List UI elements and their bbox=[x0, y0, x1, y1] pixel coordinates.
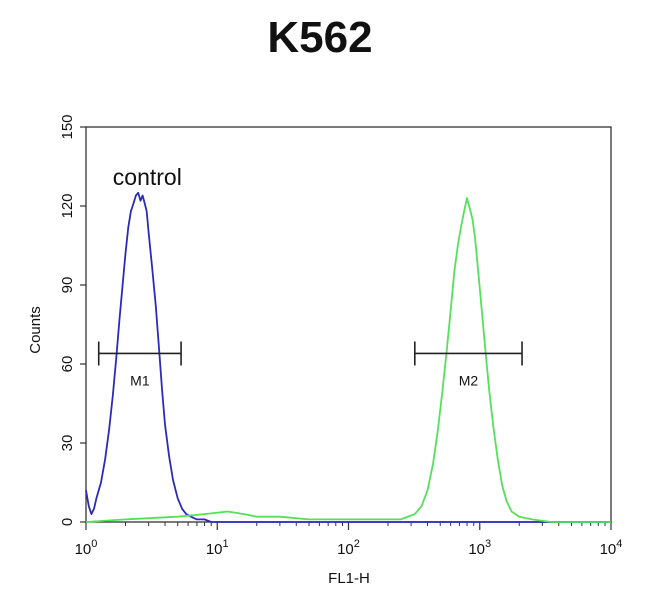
y-axis-label: Counts bbox=[27, 306, 44, 354]
x-axis: 100 101 102 103 104 bbox=[75, 522, 623, 558]
x-tick-label: 104 bbox=[600, 538, 623, 558]
x-tick-label: 101 bbox=[206, 538, 229, 558]
y-tick-label: 150 bbox=[59, 114, 76, 139]
y-tick-label: 120 bbox=[59, 193, 76, 218]
series-layer bbox=[85, 191, 611, 523]
control-annotation: control bbox=[113, 164, 182, 190]
x-tick-label: 100 bbox=[75, 538, 98, 558]
y-tick-label: 30 bbox=[59, 435, 76, 452]
y-tick-label: 60 bbox=[59, 356, 76, 373]
y-tick-label: 90 bbox=[59, 277, 76, 294]
y-axis: 0 30 60 90 120 150 bbox=[59, 114, 86, 526]
series-line-1 bbox=[85, 191, 611, 523]
series-line-2 bbox=[85, 197, 611, 523]
x-axis-label: FL1-H bbox=[328, 570, 370, 587]
marker-label: M1 bbox=[130, 372, 150, 388]
y-tick-label: 0 bbox=[59, 518, 76, 526]
x-tick-label: 103 bbox=[468, 538, 491, 558]
x-tick-label: 102 bbox=[337, 538, 360, 558]
marker-label: M2 bbox=[459, 372, 479, 388]
annotation-layer: control M1 M2 bbox=[97, 164, 523, 388]
chart-title: K562 bbox=[267, 13, 372, 62]
